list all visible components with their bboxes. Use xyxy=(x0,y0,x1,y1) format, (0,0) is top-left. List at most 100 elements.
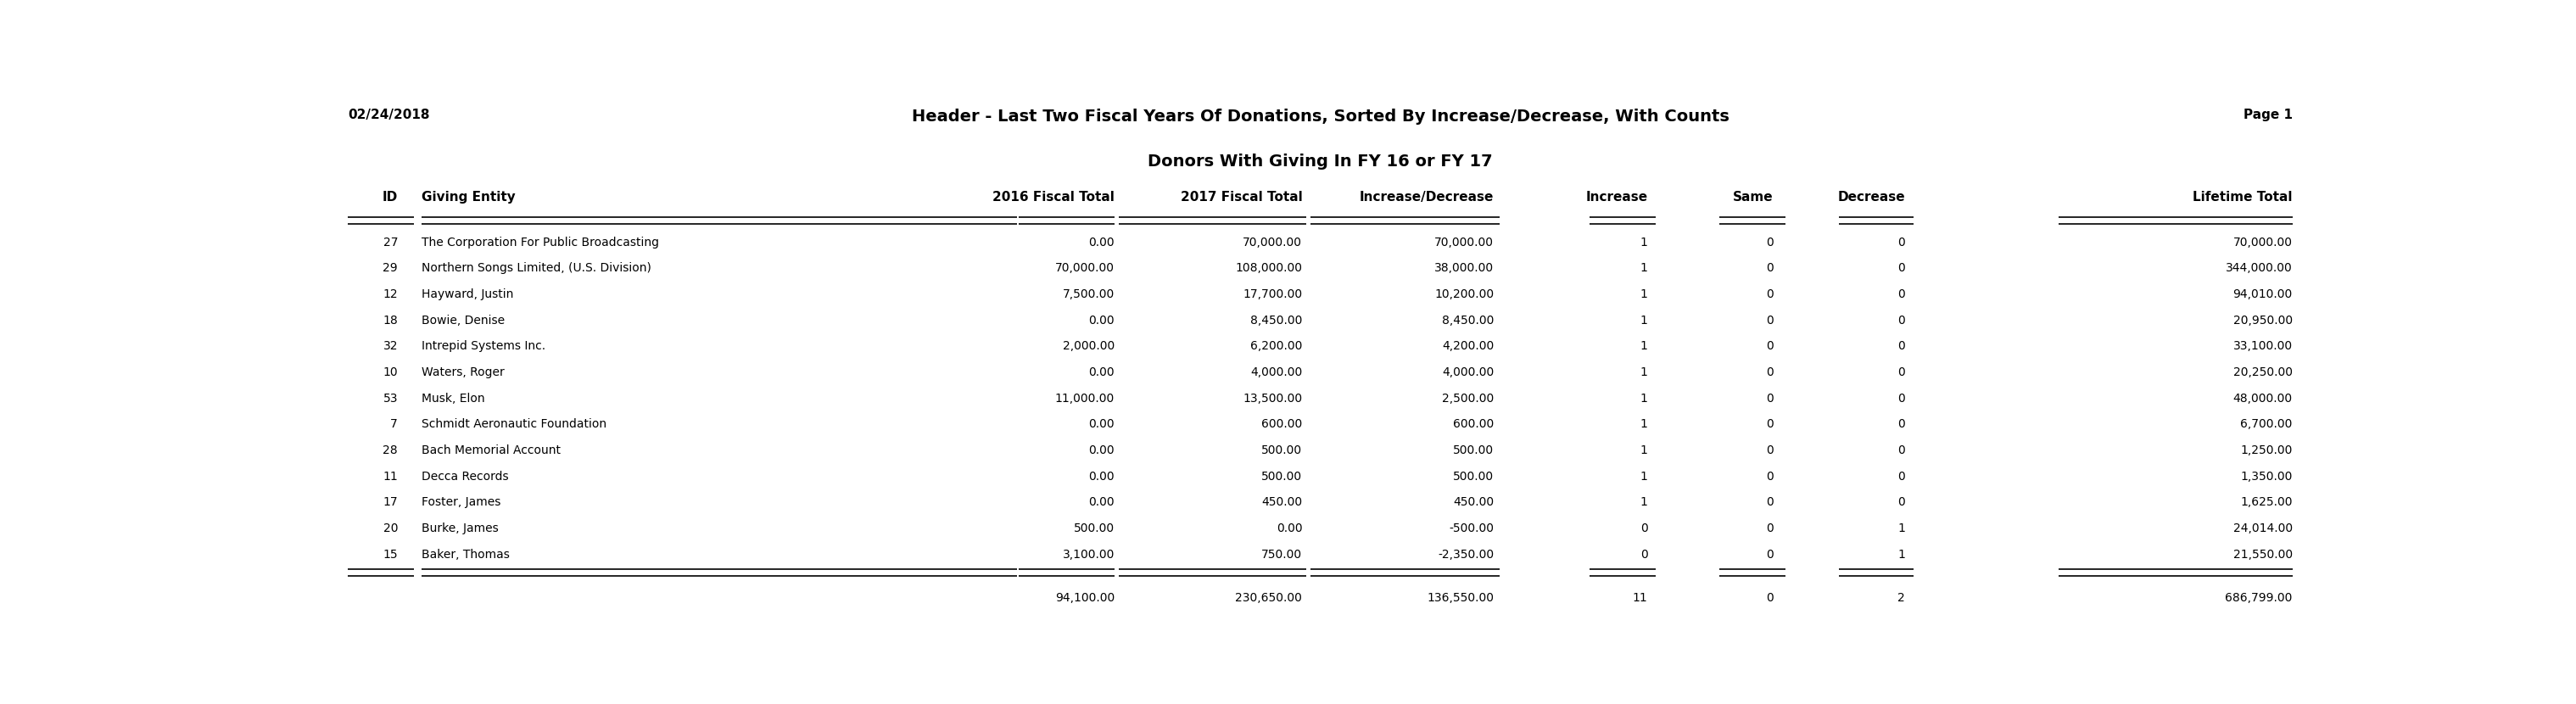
Text: 27: 27 xyxy=(384,237,397,248)
Text: 29: 29 xyxy=(384,263,397,274)
Text: 0: 0 xyxy=(1899,366,1906,378)
Text: Donors With Giving In FY 16 or FY 17: Donors With Giving In FY 16 or FY 17 xyxy=(1149,153,1492,170)
Text: 12: 12 xyxy=(384,289,397,300)
Text: 48,000.00: 48,000.00 xyxy=(2233,392,2293,404)
Text: 0: 0 xyxy=(1767,592,1772,604)
Text: 1: 1 xyxy=(1641,496,1649,508)
Text: 1: 1 xyxy=(1641,418,1649,430)
Text: 0: 0 xyxy=(1767,418,1772,430)
Text: 2017 Fiscal Total: 2017 Fiscal Total xyxy=(1180,191,1303,203)
Text: 0.00: 0.00 xyxy=(1090,496,1115,508)
Text: 450.00: 450.00 xyxy=(1453,496,1494,508)
Text: 1: 1 xyxy=(1641,289,1649,300)
Text: Lifetime Total: Lifetime Total xyxy=(2192,191,2293,203)
Text: 1,625.00: 1,625.00 xyxy=(2241,496,2293,508)
Text: 1: 1 xyxy=(1641,314,1649,326)
Text: 94,010.00: 94,010.00 xyxy=(2233,289,2293,300)
Text: 1: 1 xyxy=(1641,237,1649,248)
Text: Giving Entity: Giving Entity xyxy=(422,191,515,203)
Text: 108,000.00: 108,000.00 xyxy=(1236,263,1303,274)
Text: 4,000.00: 4,000.00 xyxy=(1443,366,1494,378)
Text: 0: 0 xyxy=(1767,444,1772,456)
Text: 0: 0 xyxy=(1767,470,1772,482)
Text: 0: 0 xyxy=(1899,392,1906,404)
Text: Page 1: Page 1 xyxy=(2244,109,2293,122)
Text: 11: 11 xyxy=(384,470,397,482)
Text: Burke, James: Burke, James xyxy=(422,522,500,534)
Text: 7,500.00: 7,500.00 xyxy=(1064,289,1115,300)
Text: 10,200.00: 10,200.00 xyxy=(1435,289,1494,300)
Text: 0: 0 xyxy=(1767,237,1772,248)
Text: 0: 0 xyxy=(1767,392,1772,404)
Text: Hayward, Justin: Hayward, Justin xyxy=(422,289,513,300)
Text: 0.00: 0.00 xyxy=(1275,522,1303,534)
Text: 3,100.00: 3,100.00 xyxy=(1061,548,1115,560)
Text: 0: 0 xyxy=(1899,418,1906,430)
Text: 32: 32 xyxy=(384,340,397,352)
Text: 38,000.00: 38,000.00 xyxy=(1435,263,1494,274)
Text: 24,014.00: 24,014.00 xyxy=(2233,522,2293,534)
Text: 2016 Fiscal Total: 2016 Fiscal Total xyxy=(992,191,1115,203)
Text: 0: 0 xyxy=(1767,314,1772,326)
Text: 0: 0 xyxy=(1899,289,1906,300)
Text: 750.00: 750.00 xyxy=(1262,548,1303,560)
Text: Increase: Increase xyxy=(1587,191,1649,203)
Text: 02/24/2018: 02/24/2018 xyxy=(348,109,430,122)
Text: Decca Records: Decca Records xyxy=(422,470,510,482)
Text: 1: 1 xyxy=(1641,444,1649,456)
Text: 6,700.00: 6,700.00 xyxy=(2241,418,2293,430)
Text: 11,000.00: 11,000.00 xyxy=(1056,392,1115,404)
Text: 0: 0 xyxy=(1767,340,1772,352)
Text: 0.00: 0.00 xyxy=(1090,470,1115,482)
Text: Intrepid Systems Inc.: Intrepid Systems Inc. xyxy=(422,340,546,352)
Text: 4,000.00: 4,000.00 xyxy=(1249,366,1303,378)
Text: Musk, Elon: Musk, Elon xyxy=(422,392,484,404)
Text: 94,100.00: 94,100.00 xyxy=(1056,592,1115,604)
Text: 70,000.00: 70,000.00 xyxy=(1242,237,1303,248)
Text: 0: 0 xyxy=(1641,548,1649,560)
Text: -500.00: -500.00 xyxy=(1448,522,1494,534)
Text: 8,450.00: 8,450.00 xyxy=(1443,314,1494,326)
Text: 0: 0 xyxy=(1899,444,1906,456)
Text: 1: 1 xyxy=(1641,470,1649,482)
Text: 1: 1 xyxy=(1641,340,1649,352)
Text: 0.00: 0.00 xyxy=(1090,366,1115,378)
Text: 6,200.00: 6,200.00 xyxy=(1249,340,1303,352)
Text: Decrease: Decrease xyxy=(1837,191,1906,203)
Text: 600.00: 600.00 xyxy=(1262,418,1303,430)
Text: Schmidt Aeronautic Foundation: Schmidt Aeronautic Foundation xyxy=(422,418,608,430)
Text: 0: 0 xyxy=(1899,340,1906,352)
Text: Baker, Thomas: Baker, Thomas xyxy=(422,548,510,560)
Text: 70,000.00: 70,000.00 xyxy=(2233,237,2293,248)
Text: The Corporation For Public Broadcasting: The Corporation For Public Broadcasting xyxy=(422,237,659,248)
Text: 33,100.00: 33,100.00 xyxy=(2233,340,2293,352)
Text: Waters, Roger: Waters, Roger xyxy=(422,366,505,378)
Text: 0: 0 xyxy=(1767,366,1772,378)
Text: 2,500.00: 2,500.00 xyxy=(1443,392,1494,404)
Text: 1,350.00: 1,350.00 xyxy=(2241,470,2293,482)
Text: 0.00: 0.00 xyxy=(1090,314,1115,326)
Text: Bach Memorial Account: Bach Memorial Account xyxy=(422,444,562,456)
Text: Increase/Decrease: Increase/Decrease xyxy=(1360,191,1494,203)
Text: 1: 1 xyxy=(1899,548,1906,560)
Text: -2,350.00: -2,350.00 xyxy=(1437,548,1494,560)
Text: 0: 0 xyxy=(1767,263,1772,274)
Text: 0: 0 xyxy=(1767,289,1772,300)
Text: 500.00: 500.00 xyxy=(1453,444,1494,456)
Text: 0: 0 xyxy=(1899,470,1906,482)
Text: 450.00: 450.00 xyxy=(1262,496,1303,508)
Text: Foster, James: Foster, James xyxy=(422,496,500,508)
Text: Bowie, Denise: Bowie, Denise xyxy=(422,314,505,326)
Text: 20: 20 xyxy=(384,522,397,534)
Text: 13,500.00: 13,500.00 xyxy=(1242,392,1303,404)
Text: 0: 0 xyxy=(1899,263,1906,274)
Text: 20,950.00: 20,950.00 xyxy=(2233,314,2293,326)
Text: 230,650.00: 230,650.00 xyxy=(1236,592,1303,604)
Text: 0: 0 xyxy=(1767,496,1772,508)
Text: 0: 0 xyxy=(1641,522,1649,534)
Text: 8,450.00: 8,450.00 xyxy=(1249,314,1303,326)
Text: 500.00: 500.00 xyxy=(1262,444,1303,456)
Text: 136,550.00: 136,550.00 xyxy=(1427,592,1494,604)
Text: 20,250.00: 20,250.00 xyxy=(2233,366,2293,378)
Text: 11: 11 xyxy=(1633,592,1649,604)
